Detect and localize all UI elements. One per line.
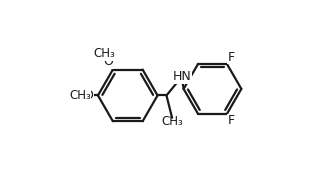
Text: F: F — [227, 114, 234, 127]
Text: CH₃: CH₃ — [69, 89, 91, 102]
Text: CH₃: CH₃ — [93, 47, 115, 60]
Text: O: O — [84, 89, 94, 102]
Text: O: O — [103, 55, 113, 68]
Text: F: F — [227, 51, 234, 64]
Text: CH₃: CH₃ — [162, 115, 183, 128]
Text: HN: HN — [172, 70, 191, 83]
